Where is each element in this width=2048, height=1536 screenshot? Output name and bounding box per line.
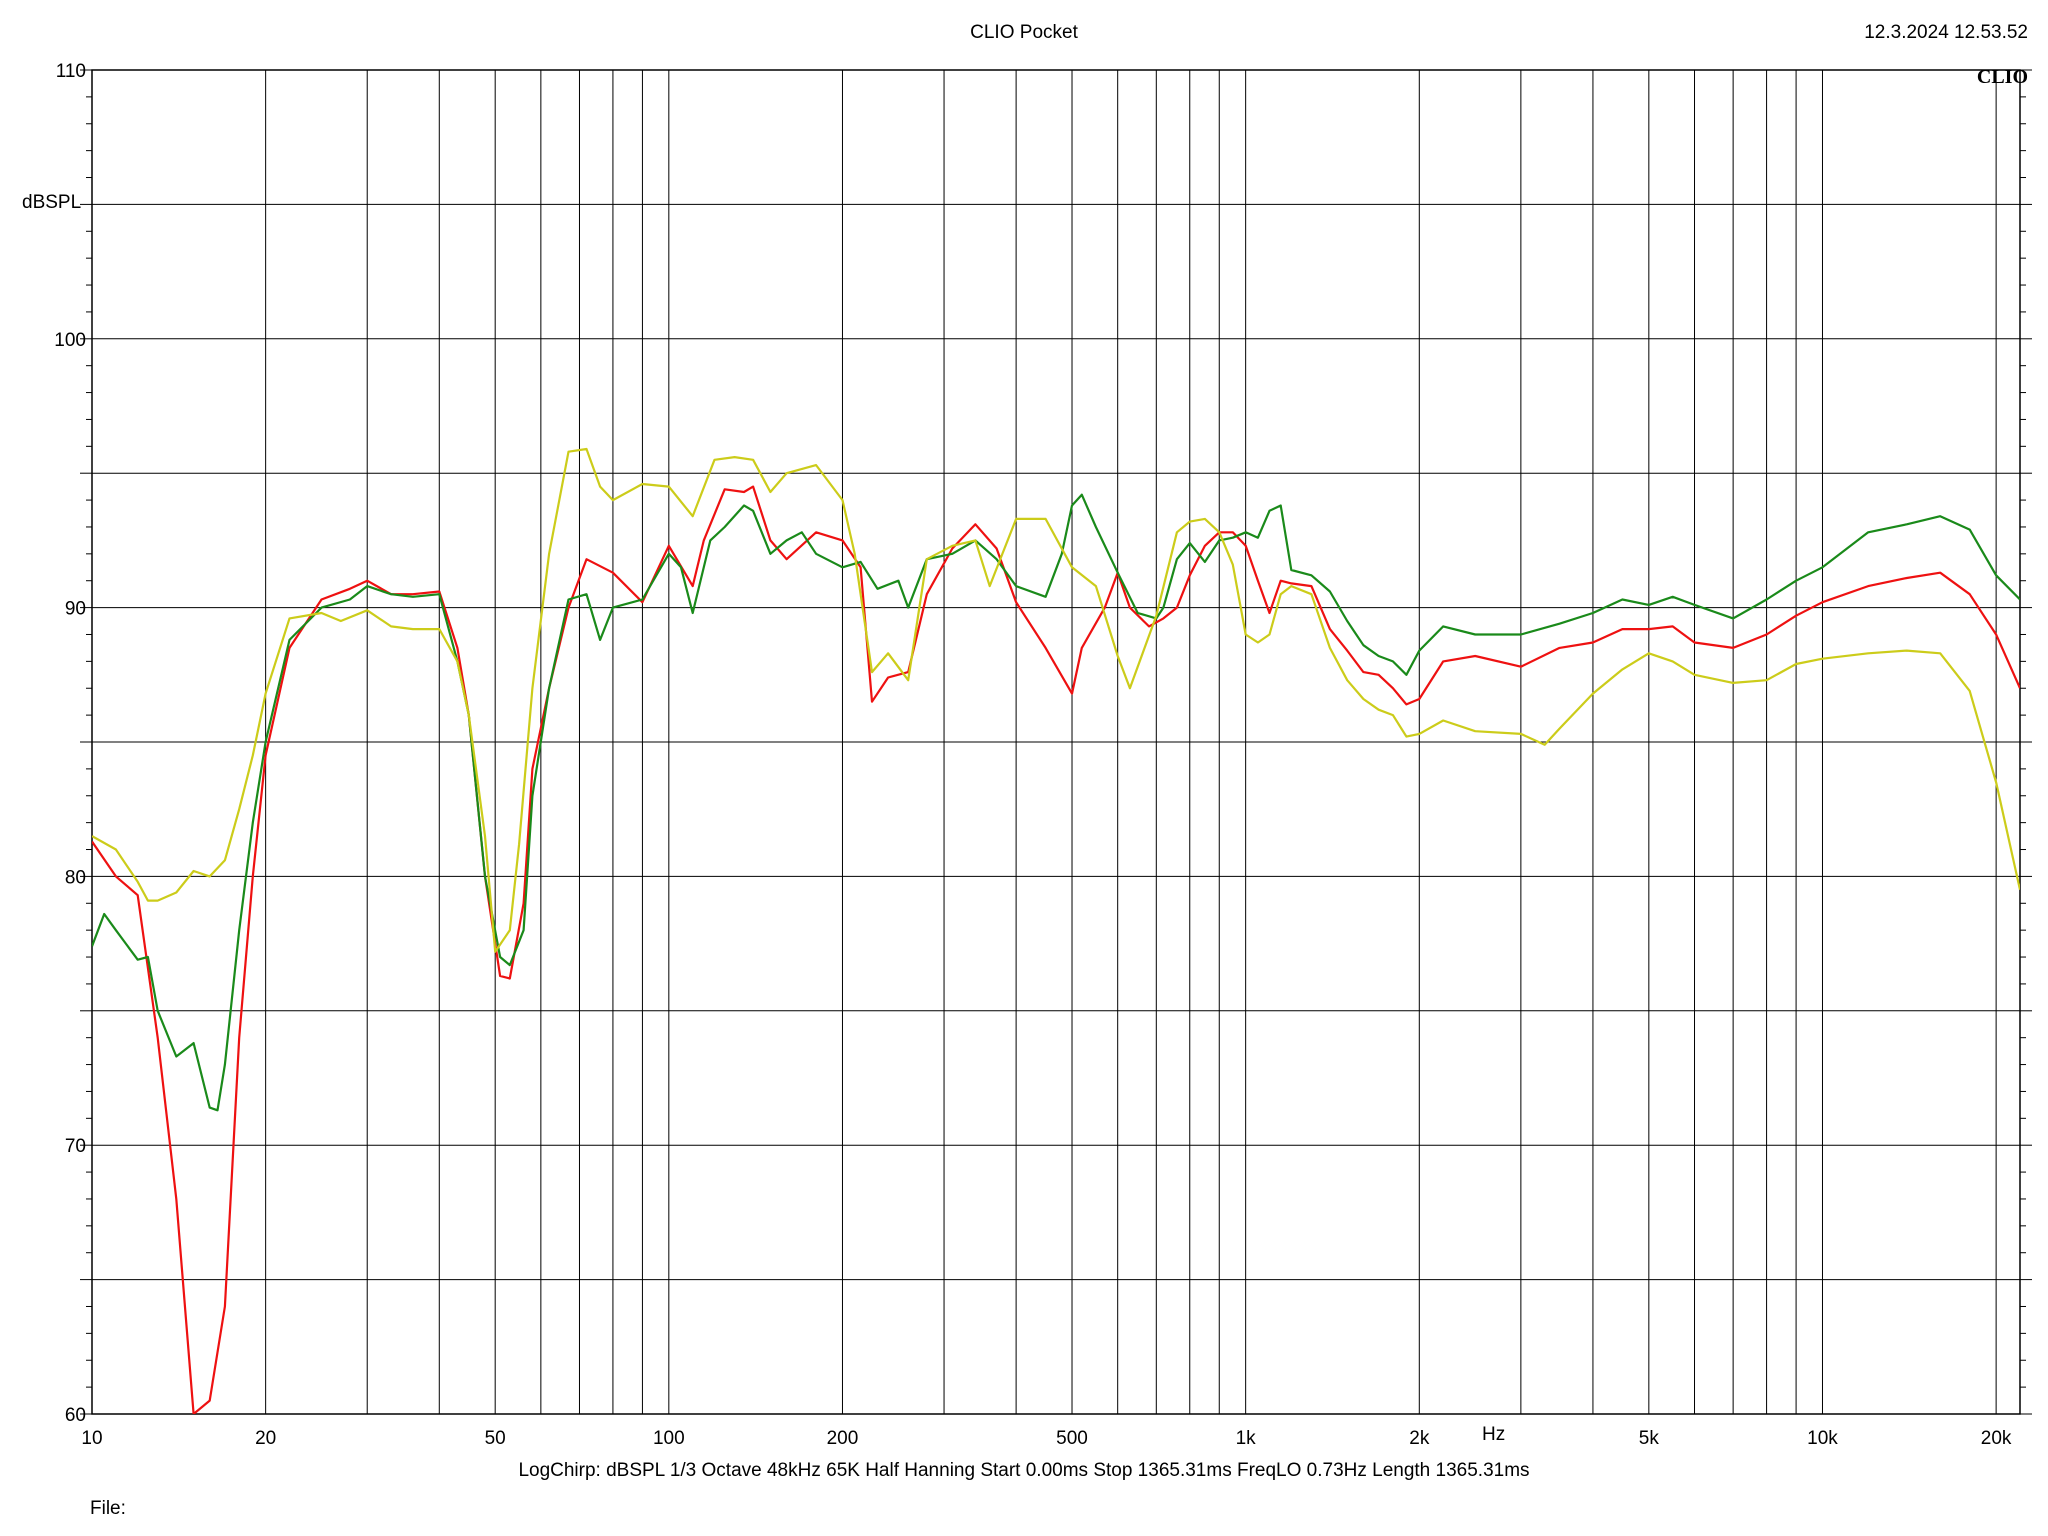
y-tick-label: 100 [54, 330, 86, 351]
x-tick-label: 2k [1409, 1428, 1430, 1449]
plot-frame [91, 69, 2021, 1415]
measurement-settings: LogChirp: dBSPL 1/3 Octave 48kHz 65K Hal… [518, 1460, 1530, 1481]
clio-logo: CLIO [1976, 66, 2028, 88]
series-line-3 [92, 447, 2020, 953]
series-line-1 [92, 485, 2020, 1414]
y-tick-label: 80 [65, 867, 86, 888]
x-tick-label: 10k [1807, 1428, 1838, 1449]
y-tick-label: 110 [56, 61, 86, 82]
x-tick-label: 200 [827, 1428, 859, 1449]
x-tick-label: 10 [81, 1428, 102, 1449]
y-tick-label: 90 [65, 599, 86, 620]
series-line-2 [92, 493, 2020, 1112]
x-tick-label: 100 [653, 1428, 685, 1449]
x-tick-label: 20k [1981, 1428, 2012, 1449]
chart-title: CLIO Pocket [970, 22, 1078, 43]
x-tick-label: 1k [1236, 1428, 1257, 1449]
y-tick-label: 60 [65, 1405, 86, 1426]
y-tick-label: 70 [65, 1136, 86, 1157]
y-axis-label: dBSPL [22, 192, 82, 213]
file-label: File: [90, 1498, 126, 1519]
x-tick-label: 50 [485, 1428, 506, 1449]
x-tick-label: 500 [1056, 1428, 1088, 1449]
timestamp: 12.3.2024 12.53.52 [1864, 22, 2028, 43]
x-tick-label: 5k [1639, 1428, 1660, 1449]
x-axis-label: Hz [1482, 1424, 1506, 1445]
x-tick-label: 20 [255, 1428, 276, 1449]
